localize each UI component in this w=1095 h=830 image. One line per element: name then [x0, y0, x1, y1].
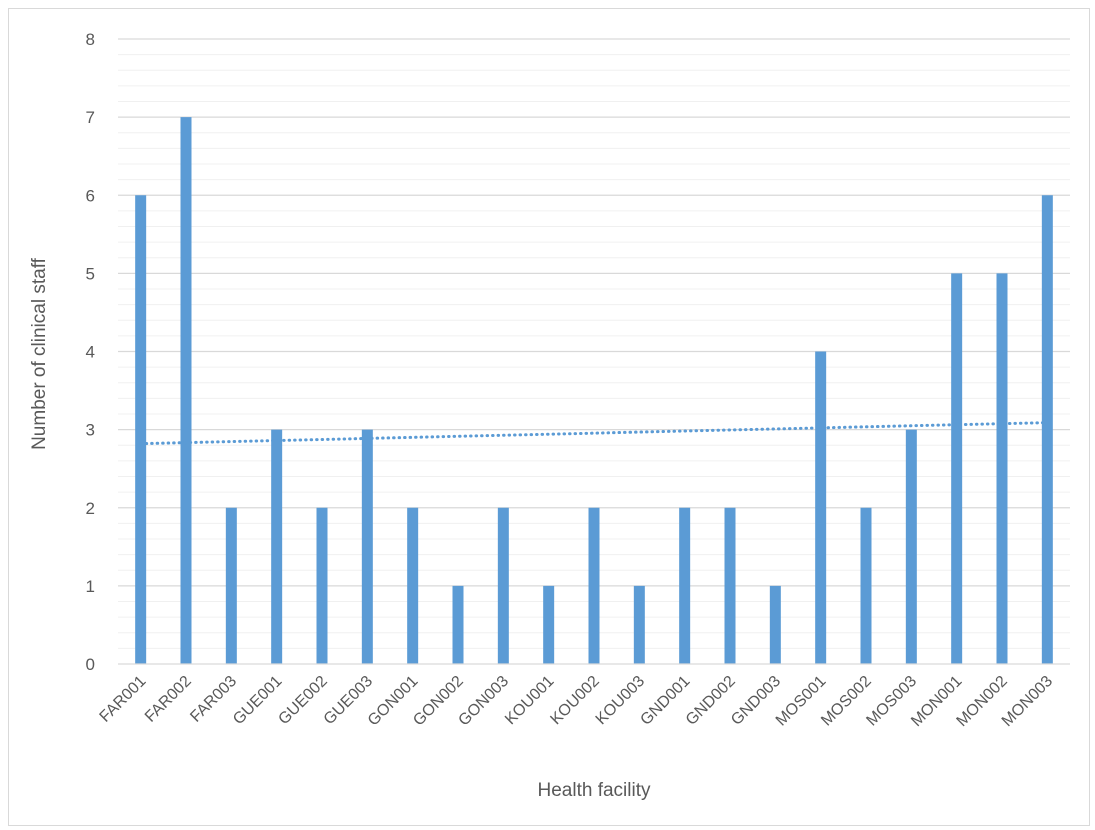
y-tick-label: 8 [86, 30, 95, 49]
bar-mon002 [996, 273, 1008, 664]
bar-mon003 [1041, 195, 1053, 664]
y-tick-label: 7 [86, 108, 95, 127]
bar-mos002 [860, 507, 872, 664]
x-tick-labels: FAR001FAR002FAR003GUE001GUE002GUE003GON0… [97, 673, 1057, 730]
x-tick-label: FAR001 [97, 673, 150, 726]
bar-gon001 [407, 507, 419, 664]
y-tick-label: 4 [86, 343, 95, 362]
bar-gon002 [452, 585, 464, 664]
x-axis-title: Health facility [538, 780, 651, 801]
bar-kou002 [588, 507, 600, 664]
x-tick-label: FAR002 [142, 673, 195, 726]
x-tick-label: GUE001 [230, 673, 285, 728]
x-tick-label: KOU002 [547, 673, 602, 728]
major-gridlines [118, 38, 1070, 587]
bar-gnd001 [679, 507, 691, 664]
bar-kou003 [633, 585, 645, 664]
bar-mon001 [951, 273, 963, 664]
bar-gue002 [316, 507, 328, 664]
bar-gnd003 [769, 585, 781, 664]
y-tick-label: 5 [86, 264, 95, 283]
x-tick-label: KOU001 [502, 673, 557, 728]
bar-far002 [180, 117, 192, 664]
x-tick-label: MON003 [999, 673, 1056, 730]
y-tick-label: 0 [86, 655, 95, 674]
bar-far003 [225, 507, 237, 664]
y-tick-label: 6 [86, 186, 95, 205]
bar-mos003 [905, 429, 917, 664]
y-axis-title: Number of clinical staff [29, 257, 50, 450]
bar-gnd002 [724, 507, 736, 664]
bar-far001 [135, 195, 147, 664]
bar-gue001 [271, 429, 283, 664]
y-tick-label: 2 [86, 499, 95, 518]
y-tick-label: 1 [86, 577, 95, 596]
bar-gue003 [361, 429, 373, 664]
x-tick-label: GUE002 [275, 673, 330, 728]
y-tick-labels: 0 1 2 3 4 5 6 7 8 [86, 30, 95, 674]
bar-mos001 [815, 351, 827, 664]
bar-gon003 [497, 507, 509, 664]
y-tick-label: 3 [86, 421, 95, 440]
bar-kou001 [543, 585, 555, 664]
bars [135, 117, 1053, 664]
x-tick-label: GON003 [455, 673, 512, 730]
